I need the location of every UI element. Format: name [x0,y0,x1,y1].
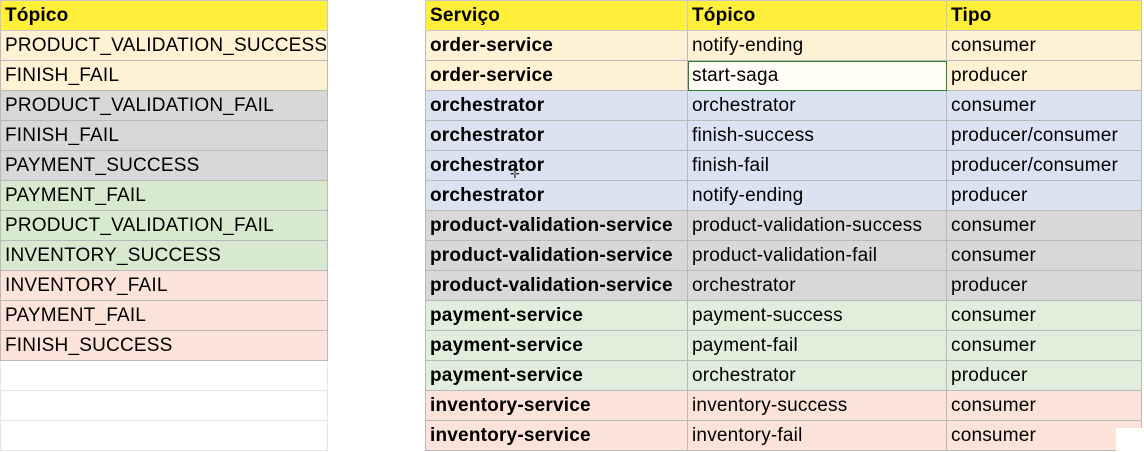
type-cell[interactable]: consumer [946,90,1142,121]
service-cell[interactable]: order-service [425,30,688,61]
topic-cell[interactable]: inventory-success [687,390,947,421]
type-cell[interactable]: consumer [946,420,1142,451]
left-topic-cell[interactable]: FINISH_FAIL [0,60,328,91]
left-table-row: PRODUCT_VALIDATION_FAIL [0,210,328,241]
left-topic-cell[interactable]: PRODUCT_VALIDATION_FAIL [0,90,328,121]
topic-cell[interactable]: finish-fail [687,150,947,181]
left-topic-cell[interactable]: PAYMENT_SUCCESS [0,150,328,181]
type-cell[interactable]: consumer [946,210,1142,241]
empty-cell[interactable] [0,360,328,391]
empty-row [0,390,328,421]
table-row: orchestrator finish-success producer/consu… [425,120,1142,151]
type-cell[interactable]: producer [946,180,1142,211]
service-cell[interactable]: product-validation-service [425,240,688,271]
service-cell[interactable]: orchestrator [425,90,688,121]
left-table-row: FINISH_SUCCESS [0,330,328,361]
service-cell[interactable]: order-service [425,60,688,91]
table-row: inventory-service inventory-success consum… [425,390,1142,421]
left-table-row: FINISH_FAIL [0,60,328,91]
type-cell[interactable]: producer/consumer [946,150,1142,181]
topic-cell[interactable]: notify-ending [687,30,947,61]
type-cell[interactable]: consumer [946,330,1142,361]
left-table-row: PRODUCT_VALIDATION_SUCCESS [0,30,328,61]
topic-cell[interactable]: product-validation-success [687,210,947,241]
empty-row [0,360,328,391]
table-row: orchestrator notify-ending producer [425,180,1142,211]
service-cell[interactable]: payment-service [425,300,688,331]
table-row: payment-service orchestrator producer [425,360,1142,391]
topic-cell[interactable]: finish-success [687,120,947,151]
service-cell[interactable]: product-validation-service [425,210,688,241]
empty-cell[interactable] [0,420,328,451]
table-row: product-validation-service product-valida… [425,210,1142,241]
type-cell[interactable]: producer/consumer [946,120,1142,151]
left-topic-cell[interactable]: FINISH_FAIL [0,120,328,151]
left-table-row: INVENTORY_FAIL [0,270,328,301]
table-row: product-validation-service orchestrator pr… [425,270,1142,301]
left-table-row: PAYMENT_FAIL [0,180,328,211]
table-row: payment-service payment-success consumer [425,300,1142,331]
type-cell[interactable]: consumer [946,30,1142,61]
topic-cell[interactable]: product-validation-fail [687,240,947,271]
table-row: order-service start-saga producer [425,60,1142,91]
left-topic-cell[interactable]: INVENTORY_FAIL [0,270,328,301]
left-topic-cell[interactable]: PAYMENT_FAIL [0,180,328,211]
table-row: orchestrator finish-fail producer/consumer [425,150,1142,181]
type-cell[interactable]: producer [946,270,1142,301]
service-cell[interactable]: payment-service [425,360,688,391]
topic-cell[interactable]: start-saga [687,60,947,91]
left-header-topic[interactable]: Tópico [0,0,328,31]
topic-cell[interactable]: inventory-fail [687,420,947,451]
left-topic-cell[interactable]: FINISH_SUCCESS [0,330,328,361]
empty-cell[interactable] [0,390,328,421]
service-cell[interactable]: product-validation-service [425,270,688,301]
table-row: payment-service payment-fail consumer [425,330,1142,361]
left-table-row: FINISH_FAIL [0,120,328,151]
services-topics-table: Serviço Tópico Tipo order-service notify-… [425,0,1142,451]
left-topic-cell[interactable]: INVENTORY_SUCCESS [0,240,328,271]
service-cell[interactable]: inventory-service [425,390,688,421]
service-cell[interactable]: orchestrator [425,120,688,151]
left-topic-cell[interactable]: PRODUCT_VALIDATION_SUCCESS [0,30,328,61]
left-table-row: PAYMENT_FAIL [0,300,328,331]
service-cell[interactable]: orchestrator [425,150,688,181]
left-topic-cell[interactable]: PAYMENT_FAIL [0,300,328,331]
empty-row [0,420,328,451]
type-cell[interactable]: producer [946,60,1142,91]
service-cell[interactable]: orchestrator [425,180,688,211]
left-table-row: PRODUCT_VALIDATION_FAIL [0,90,328,121]
topic-cell[interactable]: payment-fail [687,330,947,361]
type-cell[interactable]: producer [946,360,1142,391]
left-topic-cell[interactable]: PRODUCT_VALIDATION_FAIL [0,210,328,241]
topic-cell[interactable]: orchestrator [687,270,947,301]
table-row: orchestrator orchestrator consumer [425,90,1142,121]
blank-cell-overlay [1116,428,1144,452]
header-topic[interactable]: Tópico [687,0,947,31]
left-table-row: INVENTORY_SUCCESS [0,240,328,271]
type-cell[interactable]: consumer [946,240,1142,271]
topic-cell[interactable]: notify-ending [687,180,947,211]
table-row: order-service notify-ending consumer [425,30,1142,61]
type-cell[interactable]: consumer [946,390,1142,421]
left-topic-table: Tópico PRODUCT_VALIDATION_SUCCESS FINISH_… [0,0,328,451]
service-cell[interactable]: inventory-service [425,420,688,451]
header-service[interactable]: Serviço [425,0,688,31]
crosshair-cursor-icon: ✛ [510,167,521,181]
table-row: product-validation-service product-valida… [425,240,1142,271]
topic-cell[interactable]: orchestrator [687,90,947,121]
left-table-row: PAYMENT_SUCCESS [0,150,328,181]
header-type[interactable]: Tipo [946,0,1142,31]
topic-cell[interactable]: payment-success [687,300,947,331]
topic-cell[interactable]: orchestrator [687,360,947,391]
table-row: inventory-service inventory-fail consumer [425,420,1142,451]
type-cell[interactable]: consumer [946,300,1142,331]
service-cell[interactable]: payment-service [425,330,688,361]
